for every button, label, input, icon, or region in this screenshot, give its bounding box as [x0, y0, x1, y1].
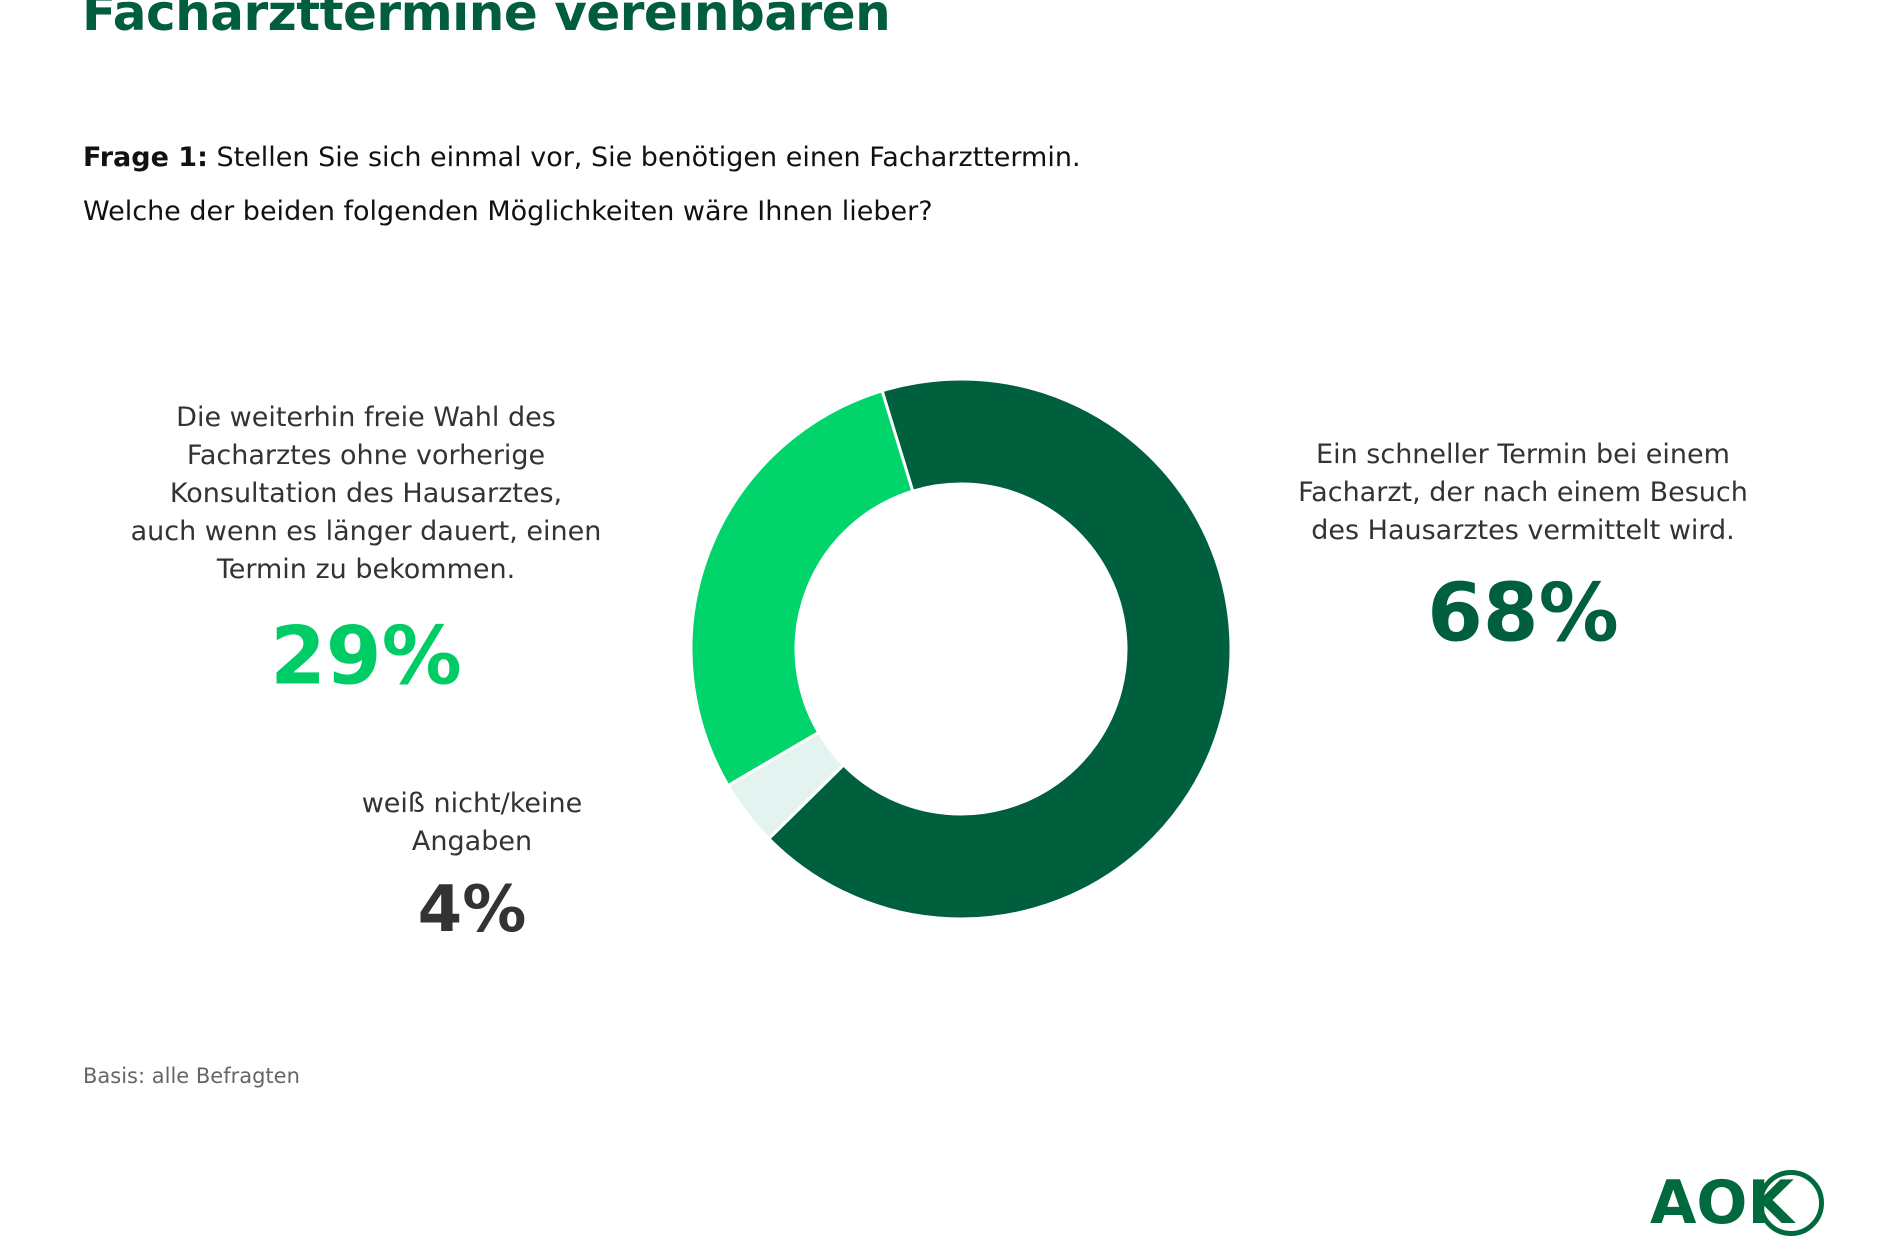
slice-fast-appointment	[766, 377, 1233, 921]
label-line: weiß nicht/keine	[361, 788, 583, 819]
label-line: Facharztes ohne vorherige	[186, 440, 546, 471]
label-line: Konsultation des Hausarztes,	[169, 478, 563, 509]
label-line: Facharzt, der nach einem Besuch	[1298, 477, 1748, 508]
question-line-1: Frage 1: Stellen Sie sich einmal vor, Si…	[83, 142, 1081, 173]
label-line: Termin zu bekommen.	[216, 554, 516, 585]
value-dont-know: 4%	[417, 873, 527, 947]
label-free-choice: Die weiterhin freie Wahl des Facharztes …	[86, 399, 646, 589]
footnote: Basis: alle Befragten	[83, 1064, 300, 1088]
logo-tree-icon	[1758, 1170, 1824, 1236]
value-free-choice: 29%	[270, 609, 462, 703]
slice-free-choice	[689, 388, 915, 788]
label-line: Ein schneller Termin bei einem	[1316, 439, 1730, 470]
label-line: auch wenn es länger dauert, einen	[130, 516, 602, 547]
question-line-2: Welche der beiden folgenden Möglichkeite…	[83, 196, 933, 227]
label-line: des Hausarztes vermittelt wird.	[1311, 515, 1735, 546]
label-line: Angaben	[411, 826, 533, 857]
question-label: Frage 1:	[83, 142, 208, 173]
value-fast-appointment: 68%	[1427, 566, 1619, 660]
page-title: Facharzttermine vereinbaren	[82, 0, 891, 42]
question-text-1: Stellen Sie sich einmal vor, Sie benötig…	[216, 142, 1081, 173]
label-line: Die weiterhin freie Wahl des	[176, 402, 556, 433]
label-fast-appointment: Ein schneller Termin bei einem Facharzt,…	[1243, 436, 1803, 550]
label-dont-know: weiß nicht/keine Angaben	[312, 785, 632, 861]
donut-chart	[689, 377, 1233, 921]
